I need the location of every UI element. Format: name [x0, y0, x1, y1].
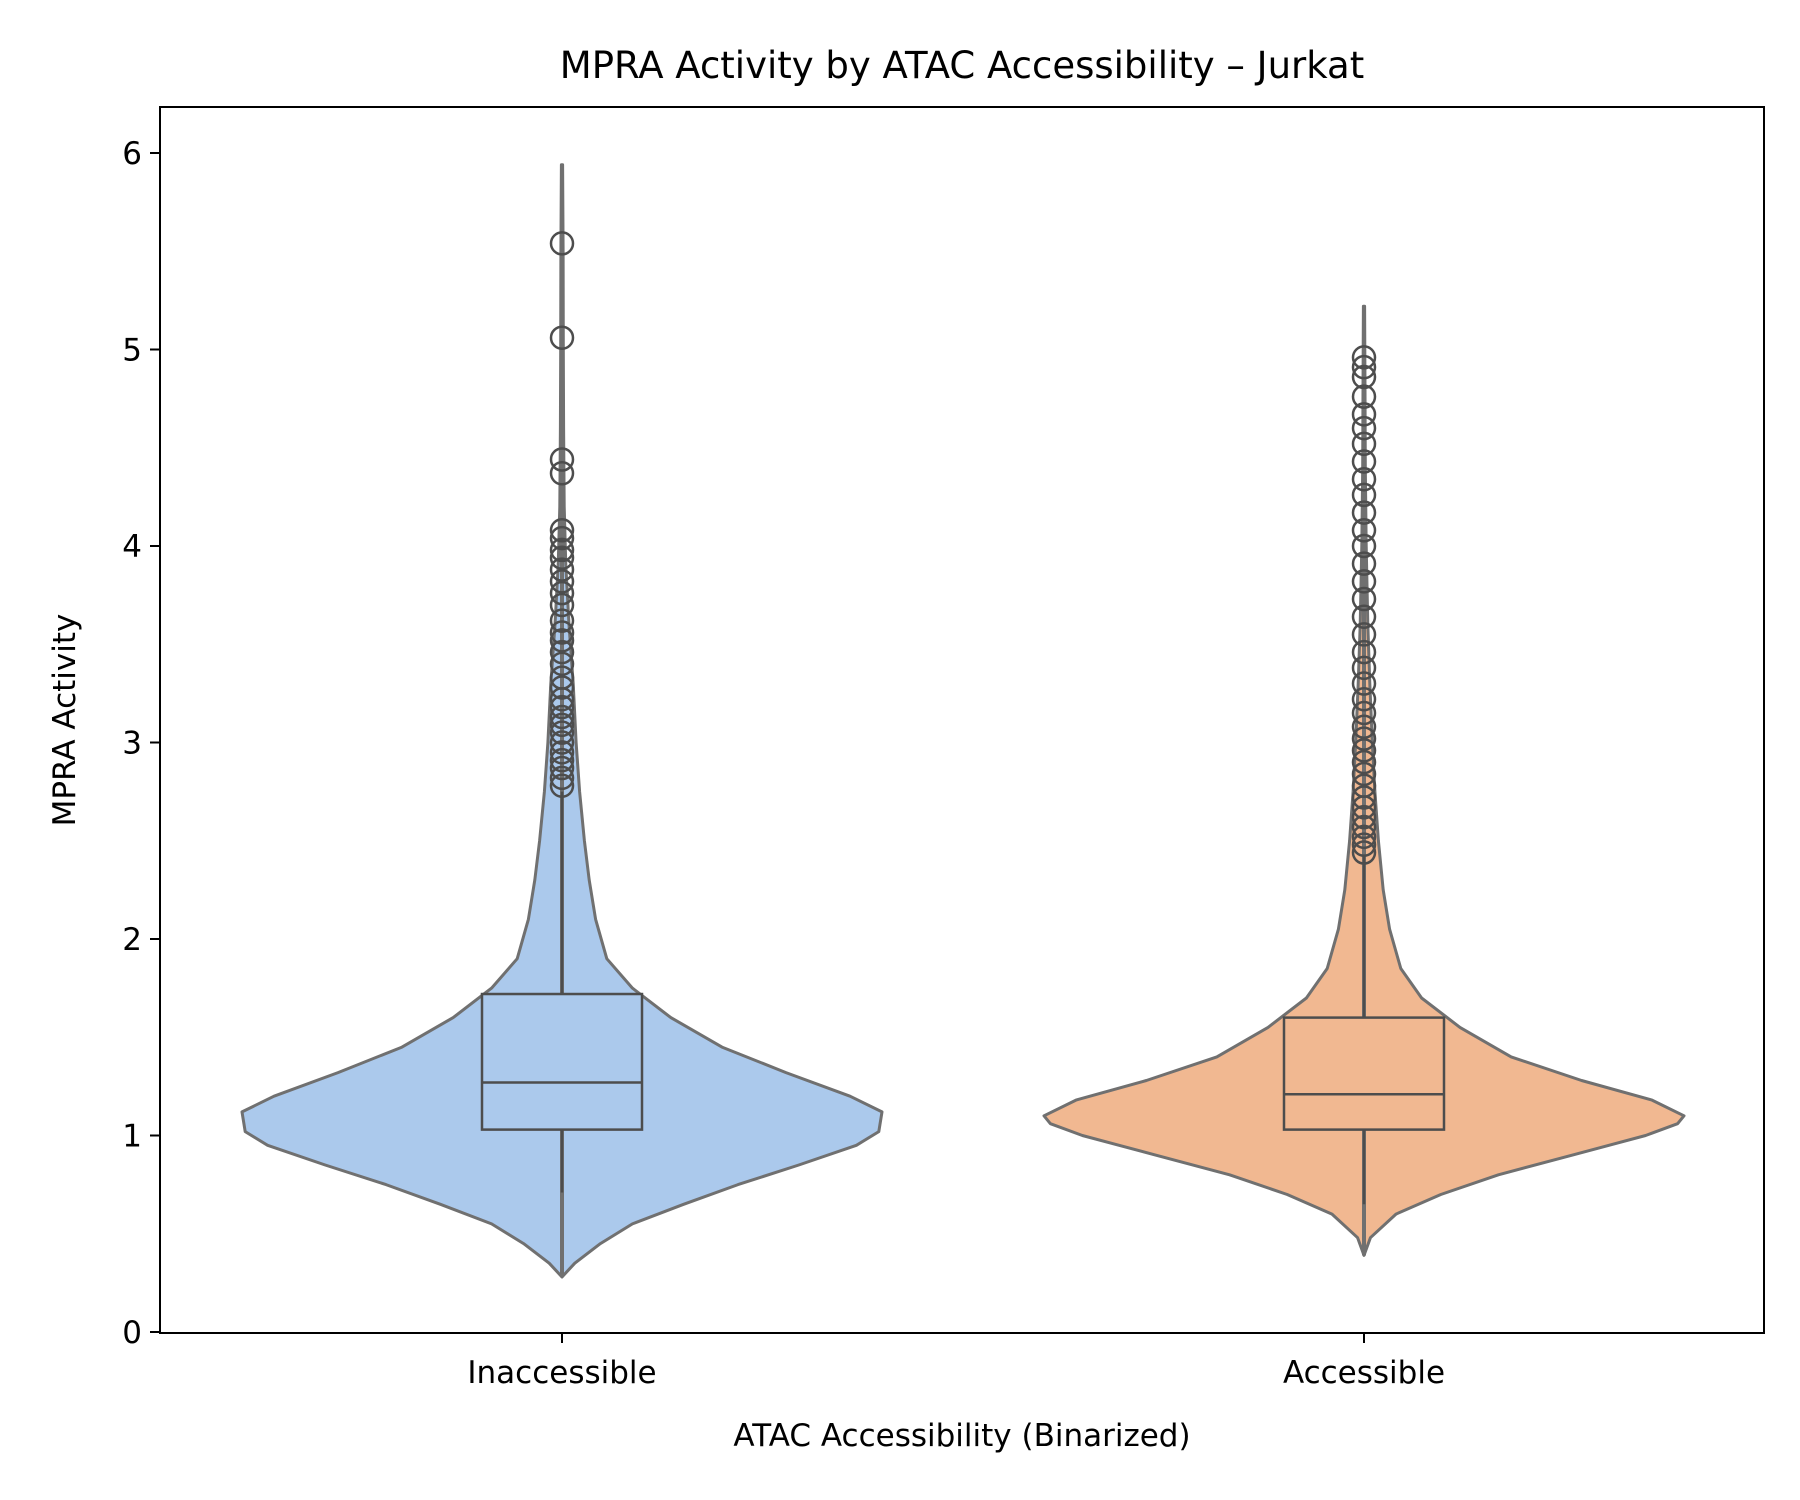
outlier-point-accessible [1351, 840, 1377, 865]
outlier-point-inaccessible [549, 620, 575, 645]
outlier-point-accessible [1351, 824, 1377, 850]
outlier-point-accessible [1351, 364, 1377, 390]
outlier-point-accessible [1351, 726, 1377, 751]
y-tick-label: 0 [122, 1315, 142, 1351]
outlier-point-inaccessible [549, 325, 575, 350]
outlier-point-accessible [1351, 586, 1377, 612]
outlier-point-inaccessible [549, 592, 575, 618]
outlier-point-accessible [1351, 639, 1377, 665]
outlier-point-accessible [1351, 533, 1377, 559]
outlier-point-accessible [1351, 785, 1377, 810]
outlier-point-inaccessible [549, 765, 575, 791]
outlier-point-inaccessible [549, 720, 575, 745]
outlier-point-inaccessible [549, 628, 575, 653]
axes: 0 1 2 3 4 5 6 Inaccessible Accessible [122, 136, 1445, 1391]
outlier-point-inaccessible [549, 231, 575, 256]
x-tick-label: Accessible [1283, 1355, 1445, 1391]
outlier-point-inaccessible [549, 537, 575, 563]
outlier-point-inaccessible [549, 639, 575, 665]
outlier-point-accessible [1351, 466, 1377, 492]
outlier-point-accessible [1351, 345, 1377, 370]
outlier-point-inaccessible [549, 694, 575, 720]
outlier-point-accessible [1351, 415, 1377, 441]
y-tick-label: 4 [122, 529, 142, 565]
outlier-point-accessible [1351, 402, 1377, 427]
outlier-point-accessible [1351, 804, 1377, 830]
outlier-point-inaccessible [549, 740, 575, 765]
outlier-point-accessible [1351, 655, 1377, 681]
outlier-point-inaccessible [549, 557, 575, 582]
outlier-point-accessible [1351, 482, 1377, 508]
outlier-point-accessible [1351, 518, 1377, 543]
y-tick-label: 2 [122, 922, 142, 958]
plot-area [240, 163, 1686, 1279]
outlier-point-accessible [1351, 551, 1377, 576]
x-tick-label: Inaccessible [467, 1355, 656, 1391]
y-axis-title: MPRA Activity [47, 614, 83, 827]
outlier-point-inaccessible [549, 518, 575, 543]
outlier-point-accessible [1351, 832, 1377, 857]
outlier-point-inaccessible [549, 747, 575, 773]
y-tick-label: 1 [122, 1119, 142, 1155]
outlier-point-inaccessible [549, 675, 575, 700]
outlier-point-accessible [1351, 714, 1377, 740]
outlier-point-inaccessible [549, 773, 575, 798]
outlier-point-inaccessible [549, 704, 575, 730]
outlier-point-accessible [1351, 773, 1377, 798]
outlier-point-inaccessible [549, 712, 575, 738]
outlier-point-accessible [1351, 814, 1377, 840]
outlier-point-accessible [1351, 449, 1377, 474]
outlier-point-accessible [1351, 604, 1377, 629]
y-tick-label: 6 [122, 136, 142, 172]
outlier-point-accessible [1351, 749, 1377, 775]
outlier-point-accessible [1351, 569, 1377, 594]
outlier-point-accessible [1351, 700, 1377, 726]
outlier-point-accessible [1351, 761, 1377, 787]
outlier-point-accessible [1351, 354, 1377, 380]
box-accessible [1282, 1016, 1446, 1131]
outlier-point-inaccessible [549, 608, 575, 633]
outlier-point-accessible [1351, 431, 1377, 457]
outlier-point-accessible [1351, 384, 1377, 409]
outlier-point-inaccessible [549, 665, 575, 690]
y-tick-label: 3 [122, 726, 142, 762]
outlier-point-accessible [1351, 500, 1377, 525]
outlier-point-accessible [1351, 738, 1377, 763]
outlier-point-accessible [1351, 671, 1377, 696]
outlier-point-inaccessible [549, 545, 575, 571]
outlier-point-inaccessible [549, 651, 575, 677]
chart-title: MPRA Activity by ATAC Accessibility – Ju… [560, 44, 1364, 87]
outlier-point-inaccessible [549, 525, 575, 551]
box-inaccessible [480, 992, 644, 1131]
y-tick-label: 5 [122, 333, 142, 369]
outlier-point-inaccessible [549, 580, 575, 606]
plot-frame [159, 106, 1765, 1334]
outlier-point-inaccessible [549, 755, 575, 781]
outlier-point-inaccessible [549, 461, 575, 486]
outlier-point-inaccessible [549, 447, 575, 472]
outlier-point-inaccessible [549, 569, 575, 594]
outlier-point-accessible [1351, 622, 1377, 647]
x-axis-title: ATAC Accessibility (Binarized) [733, 1418, 1190, 1454]
outlier-point-accessible [1351, 687, 1377, 712]
outlier-point-inaccessible [549, 730, 575, 755]
